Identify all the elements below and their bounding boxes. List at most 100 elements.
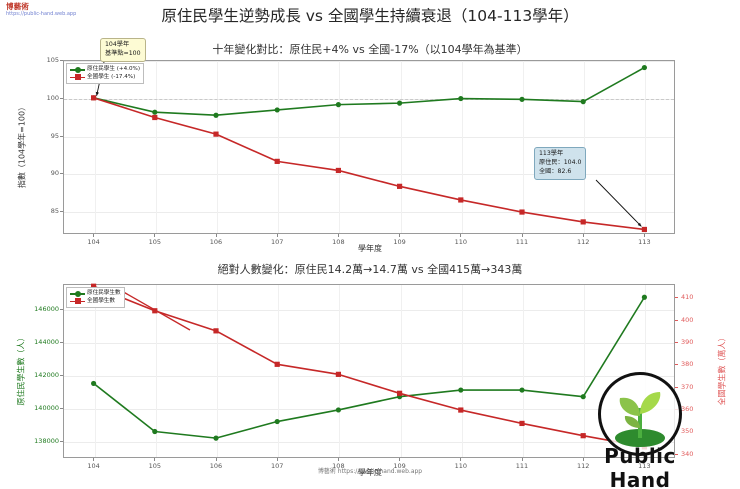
gridline-vertical	[155, 285, 157, 457]
right-y-axis-tick-label: 400	[681, 315, 694, 324]
chart1-legend-label-national: 全國學生 (-17.4%)	[87, 73, 136, 80]
chart1-baseline-callout: 104學年 基準點=100	[100, 38, 146, 62]
gridline-vertical	[278, 61, 280, 233]
x-axis-tick	[521, 458, 523, 461]
y-axis-tick	[60, 60, 63, 61]
x-axis-tick-label: 106	[209, 238, 223, 246]
gridline-vertical	[217, 285, 218, 457]
gridline-vertical	[94, 61, 96, 233]
gridline-vertical	[400, 61, 402, 233]
gridline-vertical	[523, 285, 524, 457]
x-axis-tick-label: 108	[332, 462, 345, 470]
baseline-100	[64, 98, 674, 100]
gridline	[64, 61, 674, 62]
gridline-vertical	[94, 285, 96, 457]
line-square-marker-icon	[70, 74, 85, 81]
x-axis-tick	[521, 234, 523, 237]
chart2-legend-label-national: 全國學生數	[87, 297, 115, 304]
watermark-brand: 博藝術	[6, 2, 30, 11]
right-y-axis-tick-label: 350	[681, 427, 694, 436]
x-axis-tick-label: 110	[454, 462, 467, 470]
y-axis-tick-label: 100	[46, 93, 59, 102]
x-axis-tick-label: 106	[209, 462, 223, 470]
chart2-x-axis-label: 學年度	[358, 468, 382, 477]
gridline-vertical	[645, 61, 647, 233]
right-y-axis-tick	[675, 297, 678, 299]
x-axis-tick	[154, 234, 156, 237]
chart1-title: 十年變化對比：原住民+4% vs 全國-17%（以104學年為基準）	[212, 43, 528, 56]
x-axis-tick	[460, 234, 462, 237]
chart2-legend-label-indigenous: 原住民學生數	[87, 290, 121, 296]
chart1-legend: 原住民學生 (+4.0%) 全國學生 (-17.4%)	[66, 63, 145, 85]
callout-base-line1: 104學年	[105, 41, 130, 48]
x-axis-tick-label: 112	[576, 462, 590, 470]
x-axis-tick	[215, 234, 217, 237]
x-axis-tick	[582, 458, 584, 461]
x-axis-tick-label: 113	[638, 462, 651, 470]
gridline-vertical	[461, 285, 463, 457]
y-axis-tick	[60, 135, 63, 137]
y-axis-tick	[60, 375, 63, 377]
gridline-vertical	[584, 285, 586, 457]
x-axis-tick	[276, 458, 278, 461]
chart2-title: 絕對人數變化：原住民14.2萬→14.7萬 vs 全國415萬→343萬	[217, 263, 523, 276]
x-axis-tick	[643, 458, 645, 461]
y-axis-tick-label: 142000	[34, 371, 59, 380]
x-axis-tick	[643, 234, 645, 237]
page-title: 原住民學生逆勢成長 vs 全國學生持續衰退（104-113學年）	[161, 7, 579, 25]
chart1-legend-item-indigenous: 原住民學生 (+4.0%)	[70, 66, 140, 74]
x-axis-tick	[399, 234, 401, 237]
x-axis-tick-label: 109	[393, 238, 406, 246]
right-y-axis-tick-label: 370	[681, 382, 694, 391]
chart1-x-axis-label: 學年度	[358, 244, 382, 253]
y-axis-tick-label: 146000	[34, 304, 59, 313]
x-axis-tick-label: 108	[332, 238, 345, 246]
callout-113-line2: 原住民：104.0	[539, 158, 582, 166]
x-axis-tick-label: 110	[454, 238, 467, 246]
chart2-legend: 原住民學生數 全國學生數	[66, 287, 125, 309]
x-axis-tick	[460, 458, 462, 461]
y-axis-tick-label: 95	[50, 131, 59, 140]
right-y-axis-tick	[675, 364, 678, 366]
y-axis-tick	[60, 342, 63, 343]
right-y-axis-tick	[675, 386, 678, 388]
y-axis-tick-label: 90	[50, 169, 59, 178]
chart2-legend-item-indigenous: 原住民學生數	[70, 290, 121, 298]
x-axis-tick-label: 107	[270, 462, 284, 470]
y-axis-tick-label: 105	[46, 56, 59, 64]
x-axis-tick	[337, 458, 339, 461]
gridline-vertical	[278, 285, 280, 457]
x-axis-tick-label: 104	[87, 462, 100, 470]
right-y-axis-tick	[675, 453, 678, 455]
y-axis-tick	[60, 408, 63, 410]
watermark-bottom: 博藝術 https://public-hand.web.app	[317, 468, 423, 475]
x-axis-tick-label: 105	[148, 462, 161, 470]
line-circle-marker-icon	[70, 290, 85, 297]
sprout-icon	[615, 392, 665, 447]
gridline-vertical	[461, 61, 463, 233]
y-axis-tick	[60, 441, 63, 443]
x-axis-tick	[215, 458, 217, 461]
chart2-left-y-axis-label: 原住民學生數（人）	[16, 333, 26, 406]
x-axis-tick	[154, 458, 156, 461]
line-circle-marker-icon	[70, 66, 85, 73]
chart1-y-axis-label: 指數（104學年=100）	[17, 102, 27, 189]
y-axis-tick	[60, 211, 63, 213]
x-axis-tick	[337, 234, 339, 237]
x-axis-tick-label: 112	[576, 238, 590, 246]
line-square-marker-icon	[70, 298, 85, 305]
gridline-vertical	[523, 61, 524, 233]
x-axis-tick-label: 105	[148, 238, 161, 246]
gridline-vertical	[645, 285, 647, 457]
x-axis-tick-label: 111	[515, 238, 529, 246]
x-axis-tick-label: 113	[638, 238, 651, 246]
x-axis-tick	[399, 458, 401, 461]
chart2-plot-area	[63, 284, 675, 458]
callout-113-line3: 全國：82.6	[539, 167, 572, 175]
y-axis-tick-label: 85	[50, 207, 59, 216]
chart2-legend-item-national: 全國學生數	[70, 298, 121, 306]
gridline-vertical	[339, 61, 341, 233]
gridline-vertical	[155, 61, 157, 233]
right-y-axis-tick-label: 410	[681, 293, 694, 302]
x-axis-tick-label: 104	[87, 238, 100, 246]
